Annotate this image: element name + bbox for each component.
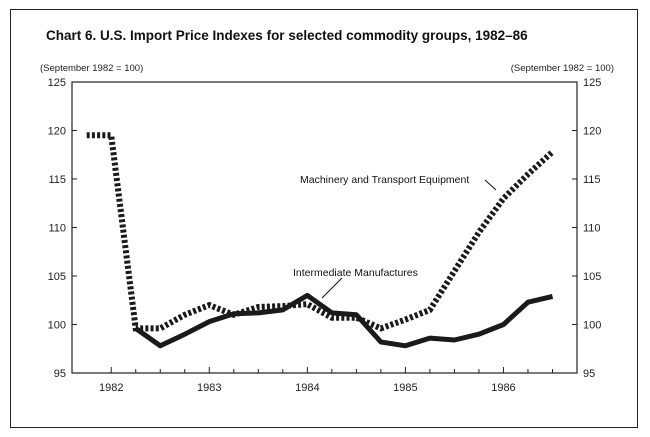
x-tick-label: 1982 [99,382,123,394]
y-tick-label-right: 100 [583,320,601,332]
y-tick-label-right: 120 [583,126,601,138]
y-tick-label-right: 125 [583,77,601,89]
series-line-intermediate [134,292,554,349]
x-tick-label: 1983 [197,382,221,394]
y-tick-label-left: 115 [48,174,66,186]
y-axis-unit-left: (September 1982 = 100) [40,63,144,74]
chart-title: Chart 6. U.S. Import Price Indexes for s… [46,28,528,43]
leader-line-intermediate [321,277,343,299]
y-tick-label-left: 105 [48,271,66,283]
y-axis-unit-right: (September 1982 = 100) [510,63,614,74]
y-tick-label-left: 95 [54,368,66,380]
plot-area [71,81,578,374]
annotation-machinery: Machinery and Transport Equipment [300,174,469,186]
annotation-intermediate: Intermediate Manufactures [293,267,418,279]
x-tick-label: 1984 [295,382,319,394]
y-tick-label-right: 105 [583,271,601,283]
x-tick-label: 1985 [393,382,417,394]
y-tick-label-right: 115 [583,174,601,186]
y-tick-label-left: 100 [48,320,66,332]
x-tick-label: 1986 [491,382,515,394]
y-tick-label-left: 110 [48,223,66,235]
leader-line-machinery [484,179,497,191]
y-tick-label-left: 125 [48,77,66,89]
y-tick-label-right: 110 [583,223,601,235]
series-line-machinery [86,132,555,332]
y-tick-label-right: 95 [583,368,595,380]
y-tick-label-left: 120 [48,126,66,138]
